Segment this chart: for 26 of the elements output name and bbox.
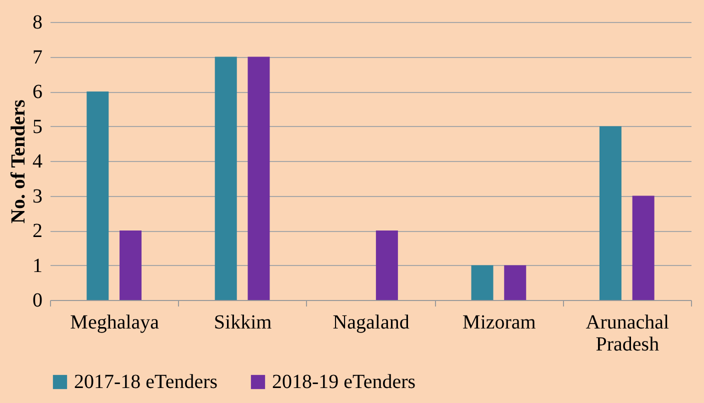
bar (86, 92, 109, 300)
bar (120, 230, 142, 300)
bar (376, 230, 398, 300)
bar (599, 126, 622, 300)
y-tick-label: 4 (32, 150, 42, 172)
y-tick-label: 3 (32, 185, 42, 208)
y-axis-title: No. of Tenders (8, 99, 30, 224)
y-tick-label: 8 (32, 12, 42, 34)
y-tick-label: 2 (32, 220, 42, 242)
bar (248, 56, 270, 300)
y-tick-label: 6 (32, 81, 42, 103)
bar (471, 265, 494, 300)
bar (504, 265, 526, 300)
y-tick-label: 7 (32, 46, 42, 68)
y-tick-label: 5 (32, 116, 42, 138)
bar (214, 56, 237, 300)
x-tick-label: Sikkim (214, 312, 272, 334)
x-tick-label: Arunachal Pradesh (586, 312, 670, 356)
y-tick-label: 0 (32, 290, 42, 312)
legend-label: 2017-18 eTenders (74, 371, 218, 393)
legend-label: 2018-19 eTenders (272, 371, 416, 393)
y-tick-label: 1 (32, 254, 42, 277)
x-tick-label: Meghalaya (70, 312, 160, 334)
x-tick-label: Mizoram (462, 312, 536, 334)
bar (632, 196, 654, 300)
x-tick-label: Nagaland (332, 312, 410, 334)
